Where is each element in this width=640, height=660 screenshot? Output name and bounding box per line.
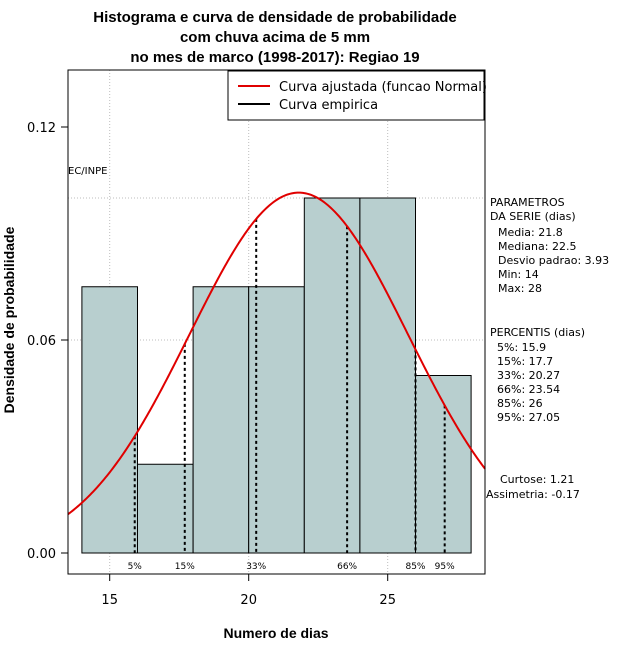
percentile-label: 95%	[435, 562, 455, 572]
percentile-label: 66%	[337, 562, 357, 572]
percentil-95: 95%: 27.05	[497, 411, 560, 424]
x-axis-tick-label: 20	[240, 593, 257, 608]
y-axis: 0.00 0.06 0.12	[27, 121, 68, 562]
histogram-bar	[248, 286, 305, 554]
y-axis-tick-label: 0.00	[27, 547, 56, 562]
percentile-label: 5%	[128, 562, 143, 572]
legend: Curva ajustada (funcao Normal) Curva emp…	[227, 70, 487, 121]
normal-curve-line	[67, 191, 486, 516]
y-axis-tick-label: 0.12	[27, 121, 56, 136]
percentil-5: 5%: 15.9	[497, 341, 546, 354]
percentile-label: 33%	[246, 562, 266, 572]
chart-title-line-1: Histograma e curva de densidade de proba…	[93, 9, 456, 26]
percentile-label: 15%	[175, 562, 195, 572]
y-axis-tick-label: 0.06	[27, 334, 56, 349]
normal-curve	[67, 191, 486, 516]
stat-desvio-padrao: Desvio padrao: 3.93	[498, 254, 609, 267]
parametros-title-line-2: DA SERIE (dias)	[490, 210, 576, 223]
legend-label-fitted-curve: Curva ajustada (funcao Normal)	[279, 80, 487, 95]
stat-assimetria: Assimetria: -0.17	[486, 488, 580, 501]
legend-label-empirical-curve: Curva empirica	[279, 98, 378, 113]
watermark-text: EC/INPE	[68, 166, 107, 177]
x-axis-tick-label: 15	[101, 593, 118, 608]
legend-box	[227, 70, 485, 121]
histogram-bars	[81, 197, 472, 554]
x-axis: 15 20 25	[101, 574, 396, 608]
stat-min: Min: 14	[498, 268, 539, 281]
side-panel: PARAMETROS DA SERIE (dias) Media: 21.8 M…	[486, 196, 609, 501]
percentil-15: 15%: 17.7	[497, 355, 553, 368]
parametros-title-line-1: PARAMETROS	[490, 196, 565, 209]
y-axis-title: Densidade de probabilidade	[1, 226, 17, 413]
percentil-33: 33%: 20.27	[497, 369, 560, 382]
histogram-bar	[192, 286, 250, 554]
percentile-lines: 5% 15% 33% 66% 85% 95%	[128, 218, 455, 572]
chart-title-line-3: no mes de marco (1998-2017): Regiao 19	[130, 49, 419, 66]
histogram-bar	[81, 286, 138, 554]
histogram-bar	[303, 197, 361, 554]
histogram-bar	[359, 197, 416, 554]
stat-max: Max: 28	[498, 282, 542, 295]
percentil-66: 66%: 23.54	[497, 383, 560, 396]
x-axis-title: Numero de dias	[223, 625, 328, 641]
stat-curtose: Curtose: 1.21	[500, 473, 574, 486]
plot-frame	[67, 69, 486, 575]
percentil-85: 85%: 26	[497, 397, 543, 410]
histogram-bar	[415, 375, 472, 554]
x-axis-tick-label: 25	[379, 593, 396, 608]
percentile-label: 85%	[405, 562, 425, 572]
stat-mediana: Mediana: 22.5	[498, 240, 576, 253]
chart-title-line-2: com chuva acima de 5 mm	[180, 29, 370, 46]
percentis-title: PERCENTIS (dias)	[490, 326, 585, 339]
stat-media: Media: 21.8	[498, 226, 563, 239]
chart-title: Histograma e curva de densidade de proba…	[93, 9, 456, 66]
